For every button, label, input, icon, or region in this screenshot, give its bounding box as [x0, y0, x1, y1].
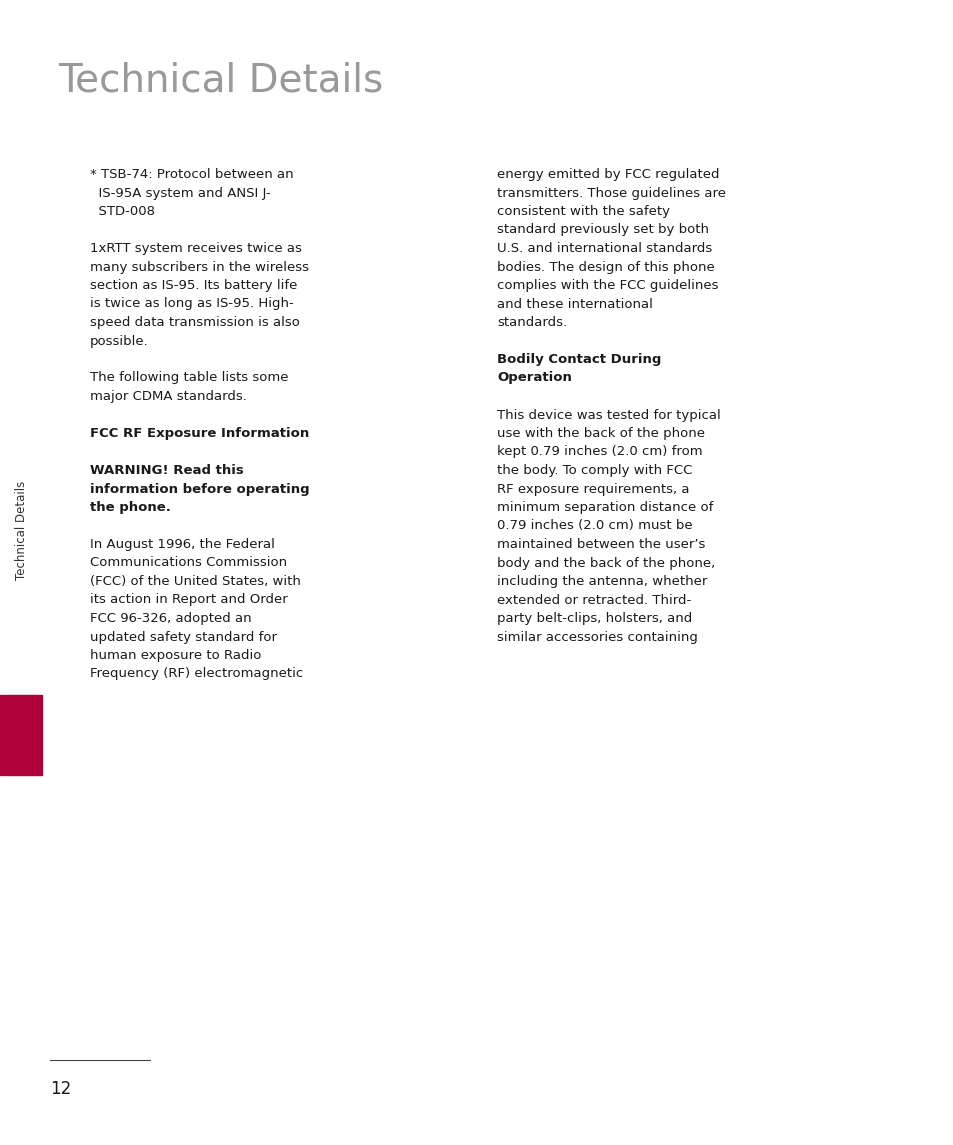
Text: section as IS-95. Its battery life: section as IS-95. Its battery life [90, 279, 297, 292]
Text: * TSB-74: Protocol between an: * TSB-74: Protocol between an [90, 168, 294, 181]
Text: energy emitted by FCC regulated: energy emitted by FCC regulated [497, 168, 719, 181]
Text: complies with the FCC guidelines: complies with the FCC guidelines [497, 279, 718, 292]
Text: minimum separation distance of: minimum separation distance of [497, 502, 713, 514]
Text: speed data transmission is also: speed data transmission is also [90, 316, 299, 329]
Text: maintained between the user’s: maintained between the user’s [497, 538, 704, 551]
Text: body and the back of the phone,: body and the back of the phone, [497, 556, 715, 569]
Text: is twice as long as IS-95. High-: is twice as long as IS-95. High- [90, 298, 294, 310]
Text: major CDMA standards.: major CDMA standards. [90, 390, 247, 403]
Text: Communications Commission: Communications Commission [90, 556, 287, 569]
Text: Operation: Operation [497, 371, 571, 385]
Text: its action in Report and Order: its action in Report and Order [90, 593, 288, 607]
Text: standard previously set by both: standard previously set by both [497, 223, 708, 237]
Text: Technical Details: Technical Details [58, 62, 383, 100]
Text: IS-95A system and ANSI J-: IS-95A system and ANSI J- [90, 187, 271, 199]
Text: U.S. and international standards: U.S. and international standards [497, 242, 712, 255]
Text: 1xRTT system receives twice as: 1xRTT system receives twice as [90, 242, 301, 255]
Text: transmitters. Those guidelines are: transmitters. Those guidelines are [497, 187, 725, 199]
Text: including the antenna, whether: including the antenna, whether [497, 575, 706, 589]
Text: RF exposure requirements, a: RF exposure requirements, a [497, 482, 689, 496]
Text: STD-008: STD-008 [90, 205, 154, 218]
Text: kept 0.79 inches (2.0 cm) from: kept 0.79 inches (2.0 cm) from [497, 445, 702, 458]
Text: Frequency (RF) electromagnetic: Frequency (RF) electromagnetic [90, 668, 303, 680]
Text: FCC 96-326, adopted an: FCC 96-326, adopted an [90, 611, 252, 625]
Text: 12: 12 [50, 1080, 71, 1098]
Text: use with the back of the phone: use with the back of the phone [497, 427, 704, 440]
Text: This device was tested for typical: This device was tested for typical [497, 409, 720, 421]
Text: human exposure to Radio: human exposure to Radio [90, 649, 261, 662]
Text: The following table lists some: The following table lists some [90, 371, 288, 385]
Text: the body. To comply with FCC: the body. To comply with FCC [497, 464, 692, 477]
Text: Bodily Contact During: Bodily Contact During [497, 353, 660, 366]
Text: Technical Details: Technical Details [15, 481, 29, 579]
Text: and these international: and these international [497, 298, 652, 310]
Text: information before operating: information before operating [90, 482, 310, 496]
Text: possible.: possible. [90, 334, 149, 347]
Text: (FCC) of the United States, with: (FCC) of the United States, with [90, 575, 300, 589]
Text: updated safety standard for: updated safety standard for [90, 631, 276, 643]
Text: many subscribers in the wireless: many subscribers in the wireless [90, 261, 309, 274]
Text: FCC RF Exposure Information: FCC RF Exposure Information [90, 427, 309, 440]
Text: 0.79 inches (2.0 cm) must be: 0.79 inches (2.0 cm) must be [497, 520, 692, 532]
Text: bodies. The design of this phone: bodies. The design of this phone [497, 261, 714, 274]
Text: party belt-clips, holsters, and: party belt-clips, holsters, and [497, 611, 692, 625]
Text: consistent with the safety: consistent with the safety [497, 205, 669, 218]
Text: WARNING! Read this: WARNING! Read this [90, 464, 244, 477]
Bar [0, 695, 42, 775]
Text: standards.: standards. [497, 316, 566, 329]
Text: similar accessories containing: similar accessories containing [497, 631, 698, 643]
Text: In August 1996, the Federal: In August 1996, the Federal [90, 538, 274, 551]
Text: extended or retracted. Third-: extended or retracted. Third- [497, 593, 691, 607]
Text: the phone.: the phone. [90, 502, 171, 514]
